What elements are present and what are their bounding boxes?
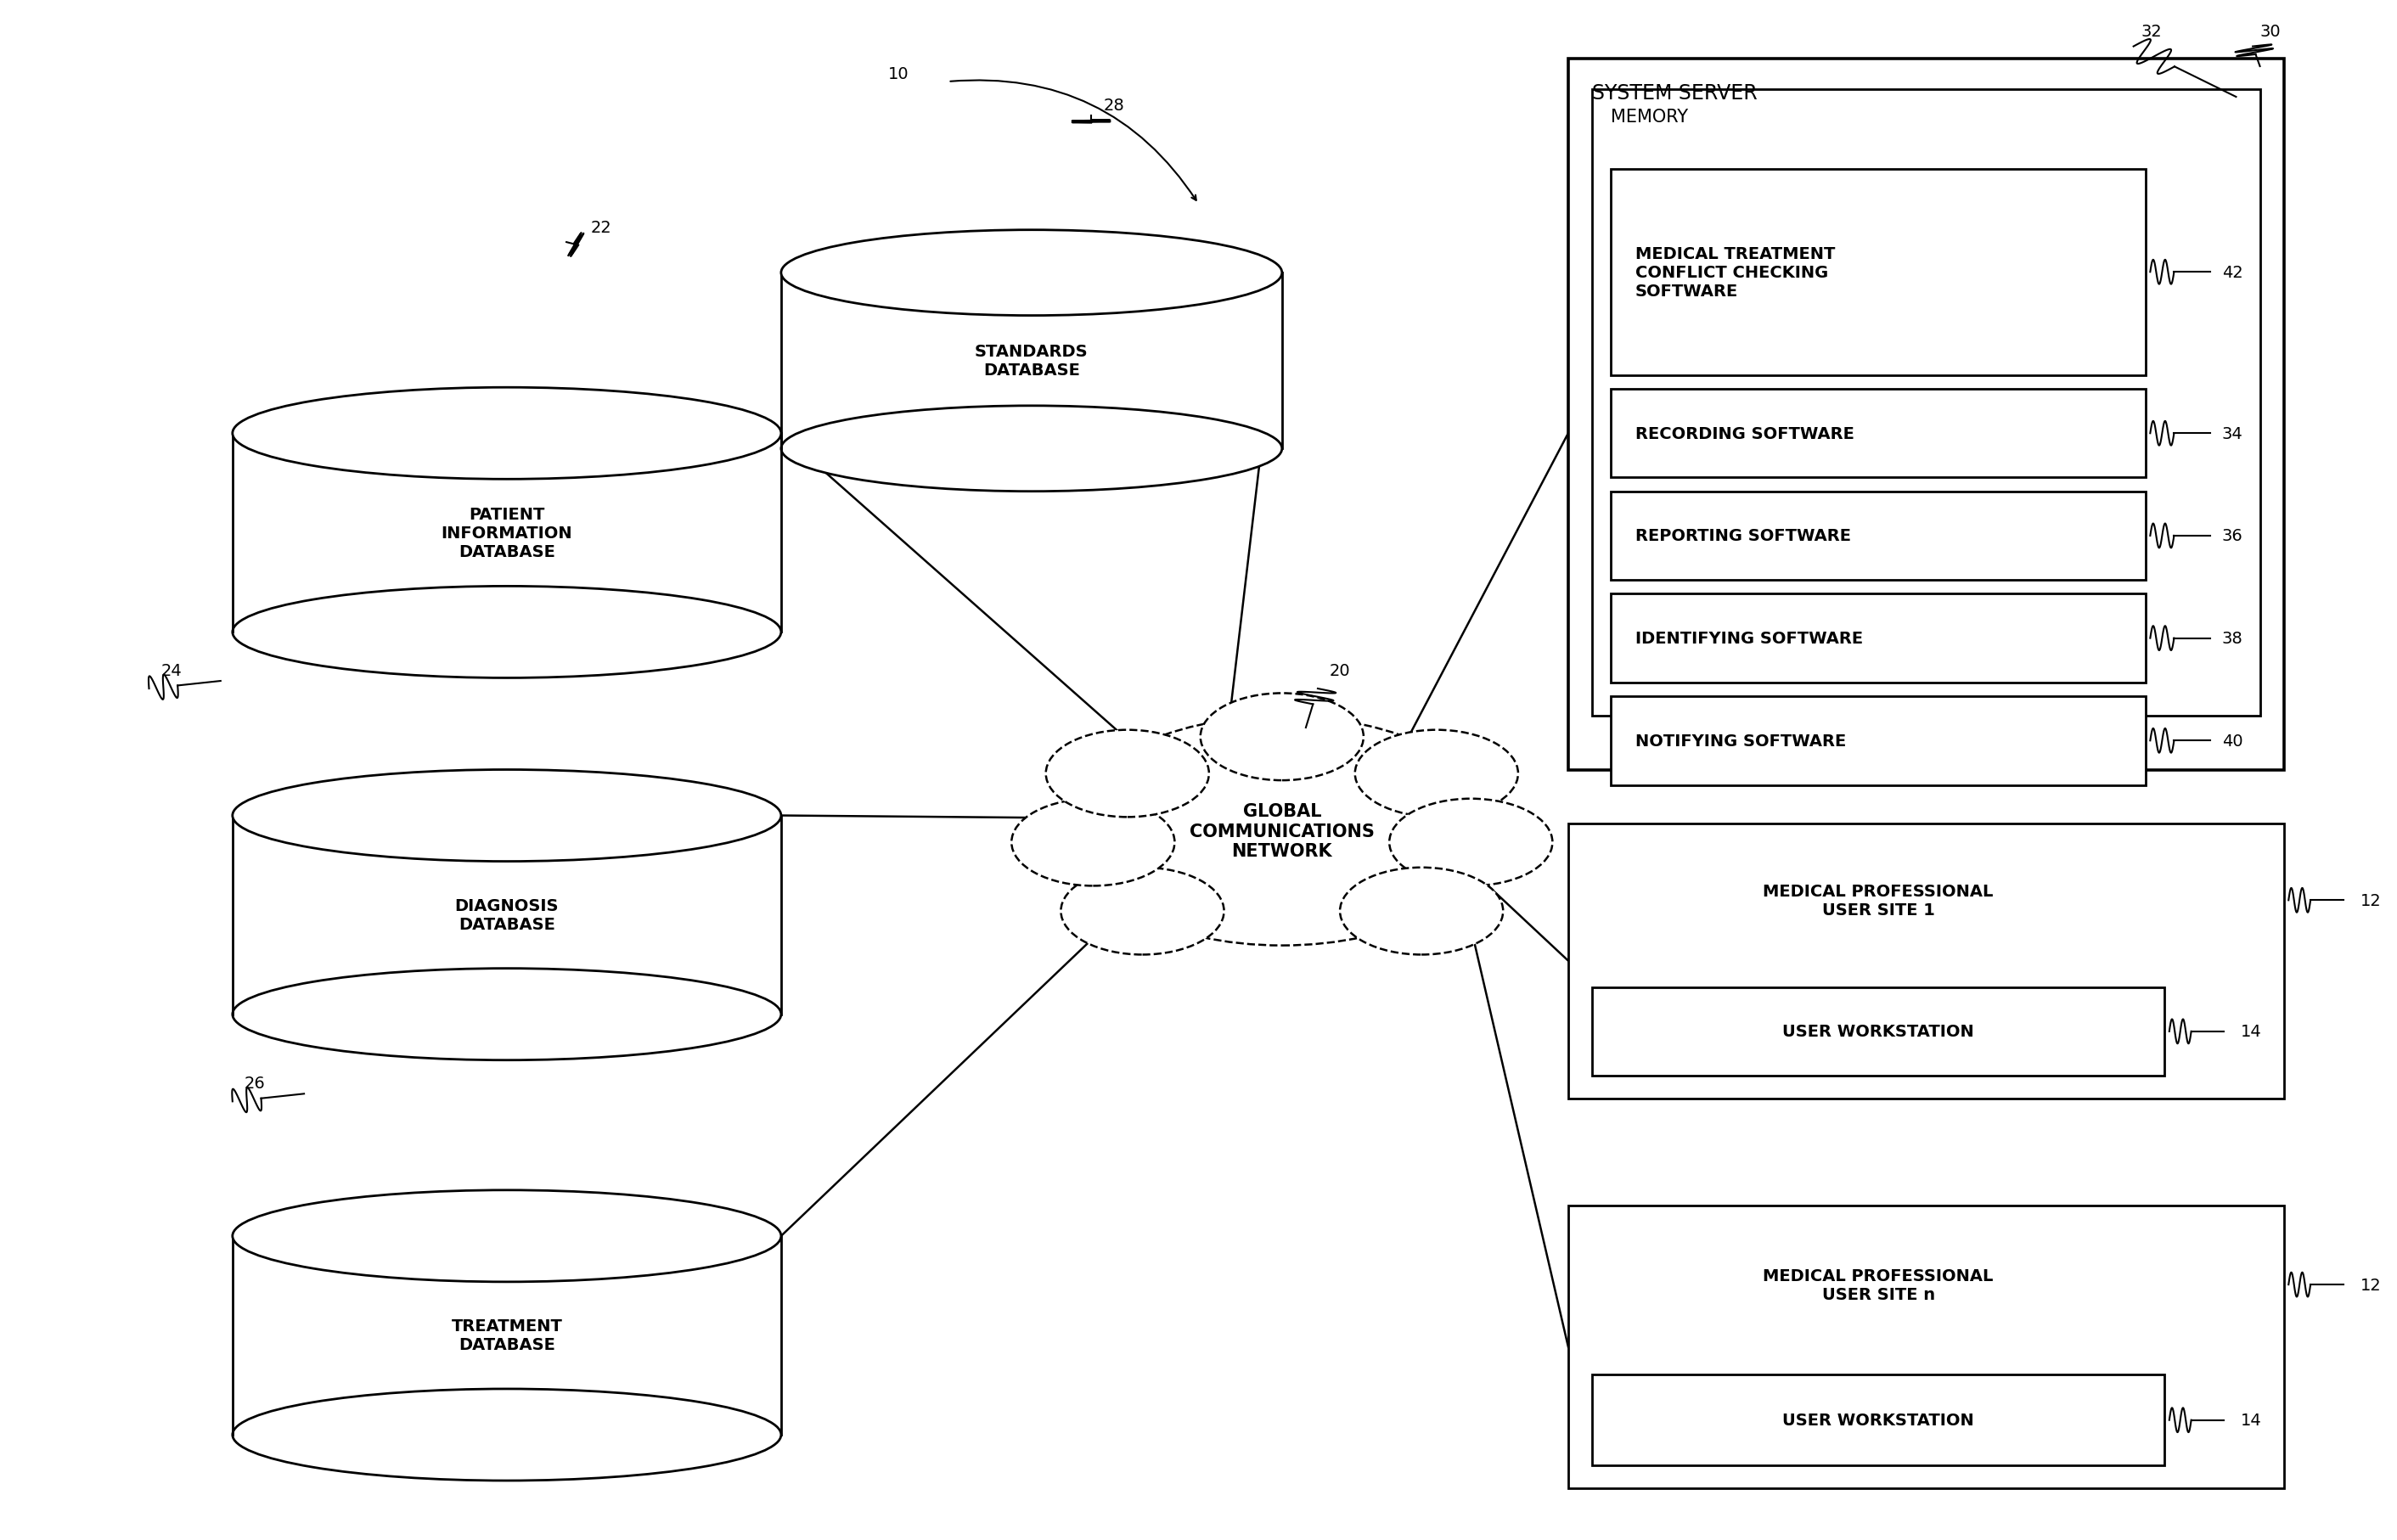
Ellipse shape (233, 1190, 781, 1281)
Text: REPORTING SOFTWARE: REPORTING SOFTWARE (1635, 528, 1850, 544)
Bar (781, 273, 1282, 450)
Ellipse shape (781, 231, 1282, 316)
Ellipse shape (1354, 730, 1517, 818)
FancyBboxPatch shape (1611, 491, 2145, 581)
Text: MEDICAL TREATMENT
CONFLICT CHECKING
SOFTWARE: MEDICAL TREATMENT CONFLICT CHECKING SOFT… (1635, 246, 1834, 299)
Text: 36: 36 (2222, 528, 2244, 544)
Text: 20: 20 (1330, 662, 1350, 679)
Text: MEDICAL PROFESSIONAL
USER SITE n: MEDICAL PROFESSIONAL USER SITE n (1764, 1267, 1994, 1303)
Text: 28: 28 (1103, 97, 1124, 114)
Text: 40: 40 (2222, 733, 2244, 748)
Ellipse shape (233, 388, 781, 479)
Ellipse shape (1390, 799, 1553, 886)
FancyBboxPatch shape (1592, 89, 2260, 716)
Ellipse shape (1012, 799, 1175, 886)
Text: RECORDING SOFTWARE: RECORDING SOFTWARE (1635, 425, 1853, 442)
Text: STANDARDS
DATABASE: STANDARDS DATABASE (976, 343, 1088, 379)
FancyBboxPatch shape (1611, 594, 2145, 682)
Bar (233, 816, 781, 1015)
Text: 38: 38 (2222, 630, 2244, 647)
Bar (233, 1237, 781, 1435)
Text: 14: 14 (2241, 1024, 2263, 1040)
Text: 14: 14 (2241, 1412, 2263, 1428)
Text: 10: 10 (889, 66, 908, 83)
Ellipse shape (1340, 869, 1503, 955)
Text: MEMORY: MEMORY (1611, 109, 1687, 126)
Text: 22: 22 (590, 219, 611, 236)
FancyBboxPatch shape (1611, 696, 2145, 785)
Text: MEDICAL PROFESSIONAL
USER SITE 1: MEDICAL PROFESSIONAL USER SITE 1 (1764, 882, 1994, 918)
Text: PATIENT
INFORMATION
DATABASE: PATIENT INFORMATION DATABASE (441, 507, 573, 561)
Text: 12: 12 (2361, 893, 2380, 909)
Text: 26: 26 (244, 1075, 266, 1092)
FancyBboxPatch shape (1568, 60, 2284, 770)
Text: NOTIFYING SOFTWARE: NOTIFYING SOFTWARE (1635, 733, 1846, 748)
Ellipse shape (233, 587, 781, 678)
Text: TREATMENT
DATABASE: TREATMENT DATABASE (451, 1318, 563, 1352)
FancyBboxPatch shape (1592, 987, 2164, 1075)
Text: 42: 42 (2222, 265, 2244, 280)
Text: 34: 34 (2222, 425, 2244, 442)
Text: 12: 12 (2361, 1277, 2380, 1292)
Ellipse shape (781, 407, 1282, 491)
Ellipse shape (1062, 869, 1225, 955)
Ellipse shape (1201, 693, 1364, 781)
FancyBboxPatch shape (1592, 1375, 2164, 1466)
Text: GLOBAL
COMMUNICATIONS
NETWORK: GLOBAL COMMUNICATIONS NETWORK (1189, 802, 1373, 859)
FancyBboxPatch shape (1611, 169, 2145, 376)
Ellipse shape (233, 1389, 781, 1480)
Text: 32: 32 (2141, 23, 2162, 40)
Bar (233, 434, 781, 633)
Text: DIAGNOSIS
DATABASE: DIAGNOSIS DATABASE (455, 898, 559, 933)
Ellipse shape (1067, 716, 1496, 946)
Ellipse shape (233, 969, 781, 1061)
Text: 24: 24 (161, 662, 182, 679)
Text: IDENTIFYING SOFTWARE: IDENTIFYING SOFTWARE (1635, 630, 1862, 647)
FancyBboxPatch shape (1611, 390, 2145, 477)
Text: SYSTEM SERVER: SYSTEM SERVER (1592, 83, 1757, 103)
Text: USER WORKSTATION: USER WORKSTATION (1783, 1412, 1975, 1428)
Ellipse shape (1045, 730, 1208, 818)
Text: USER WORKSTATION: USER WORKSTATION (1783, 1024, 1975, 1040)
FancyBboxPatch shape (1568, 824, 2284, 1098)
Ellipse shape (233, 770, 781, 862)
FancyBboxPatch shape (1568, 1206, 2284, 1488)
Text: 30: 30 (2260, 23, 2282, 40)
